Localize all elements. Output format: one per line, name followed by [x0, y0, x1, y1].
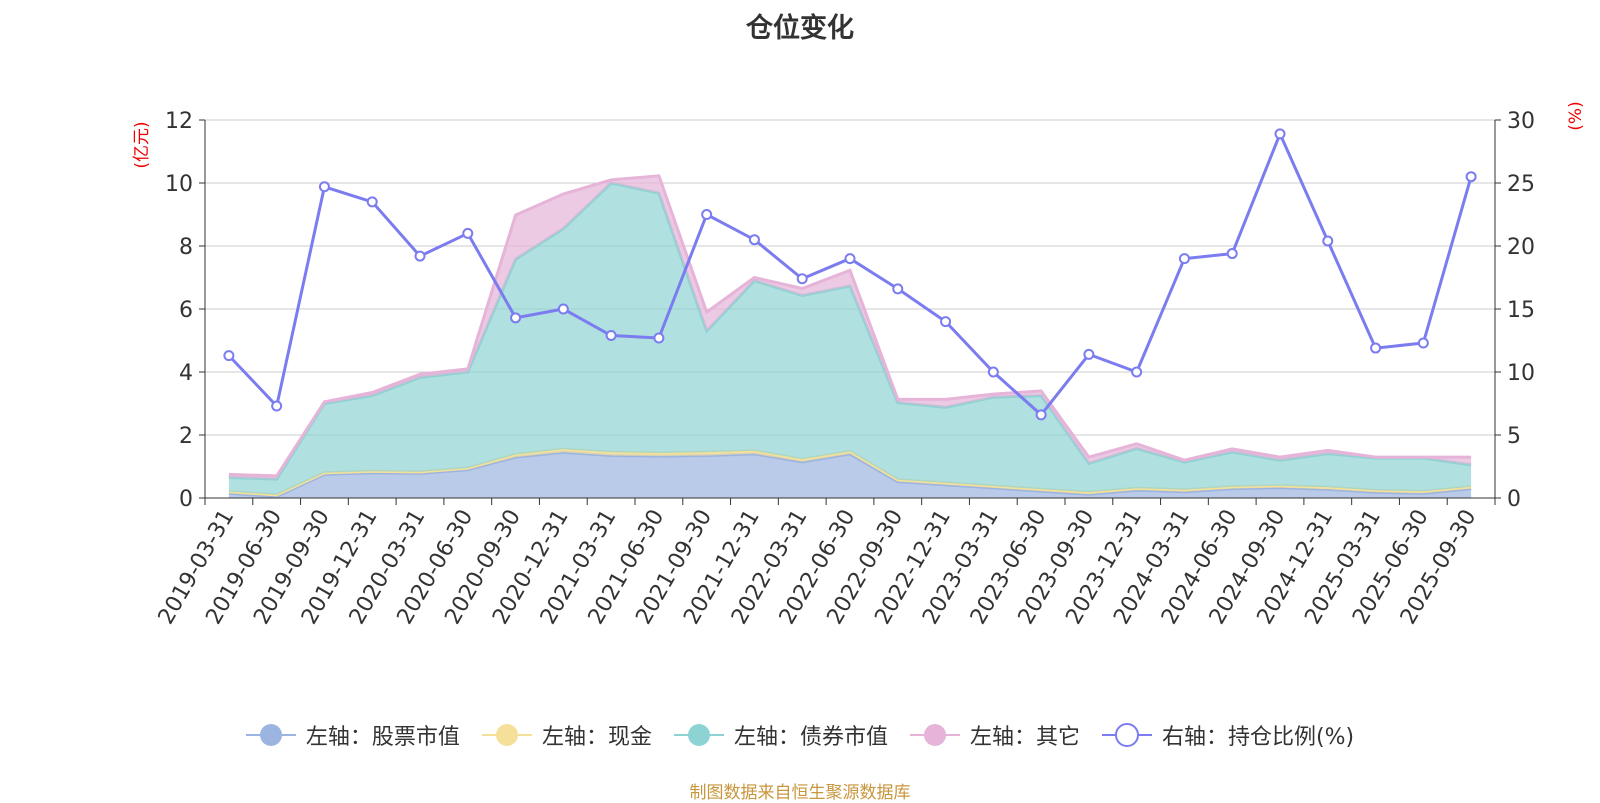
legend-label-other: 左轴：其它: [969, 725, 1080, 750]
legend: 左轴：股票市值 左轴：现金 左轴：债券市值 左轴：其它 右轴：持仓比例(%): [0, 720, 1600, 750]
right-tick-label: 10: [1507, 361, 1535, 386]
legend-label-cash: 左轴：现金: [541, 725, 652, 750]
right-tick-label: 25: [1507, 172, 1535, 197]
legend-item-other[interactable]: 左轴：其它: [909, 719, 1080, 751]
right-tick-label: 0: [1507, 487, 1521, 512]
ratio-point: [271, 400, 283, 412]
ratio-point: [701, 209, 713, 220]
legend-other-swatch: [909, 724, 960, 746]
left-tick-label: 12: [165, 109, 193, 134]
legend-label-stock: 左轴：股票市值: [305, 725, 460, 750]
right-tick-label: 20: [1507, 235, 1535, 260]
legend-item-bond[interactable]: 左轴：债券市值: [673, 719, 888, 751]
area-edge-other: [228, 174, 1472, 478]
left-tick-label: 6: [179, 298, 193, 323]
legend-bond-swatch: [673, 724, 724, 746]
right-axis-unit: (%): [1566, 101, 1586, 130]
left-tick-label: 0: [179, 487, 193, 512]
right-tick-label: 5: [1507, 424, 1521, 449]
ratio-point: [462, 227, 474, 239]
legend-stock-swatch: [245, 724, 296, 746]
ratio-point: [1370, 342, 1382, 354]
left-tick-label: 8: [179, 235, 193, 260]
ratio-point: [414, 250, 426, 262]
legend-ratio-swatch: [1101, 723, 1152, 747]
legend-item-ratio[interactable]: 右轴：持仓比例(%): [1101, 719, 1355, 751]
ratio-point: [510, 312, 522, 324]
legend-label-bond: 左轴：债券市值: [733, 725, 888, 750]
ratio-point: [1035, 409, 1047, 421]
ratio-point: [1226, 248, 1238, 260]
left-tick-label: 4: [179, 361, 193, 386]
ratio-line: [223, 128, 1477, 421]
chart-title: 仓位变化: [746, 13, 854, 44]
source-note: 制图数据来自恒生聚源数据库: [689, 783, 911, 803]
ratio-point: [653, 332, 665, 344]
ratio-point: [366, 196, 378, 208]
legend-label-ratio: 右轴：持仓比例(%): [1161, 725, 1355, 750]
ratio-point: [748, 234, 760, 246]
legend-item-stock[interactable]: 左轴：股票市值: [245, 719, 460, 751]
ratio-point: [605, 329, 617, 341]
ratio-point: [1083, 348, 1095, 360]
legend-cash-swatch: [481, 724, 532, 746]
left-tick-label: 10: [165, 172, 193, 197]
ratio-point: [1131, 366, 1143, 378]
ratio-point: [940, 316, 952, 328]
left-tick-label: 2: [179, 424, 193, 449]
ratio-point: [892, 283, 904, 295]
right-tick-label: 30: [1507, 109, 1535, 134]
legend-item-cash[interactable]: 左轴：现金: [481, 719, 652, 751]
ratio-point: [1322, 235, 1334, 247]
ratio-point: [1465, 171, 1477, 183]
right-tick-label: 15: [1507, 298, 1535, 323]
area-stock: [228, 452, 1472, 498]
ratio-point: [1178, 253, 1190, 265]
ratio-point: [557, 303, 569, 315]
left-axis-unit: (亿元): [132, 121, 152, 168]
ratio-point: [844, 253, 856, 265]
ratio-point: [1417, 337, 1429, 349]
ratio-point: [987, 366, 999, 378]
ratio-point: [796, 273, 808, 285]
ratio-point: [223, 350, 235, 362]
ratio-point: [1274, 128, 1286, 140]
area-bond: [228, 183, 1472, 495]
ratio-point: [318, 181, 330, 193]
stacked-areas: [228, 174, 1472, 498]
